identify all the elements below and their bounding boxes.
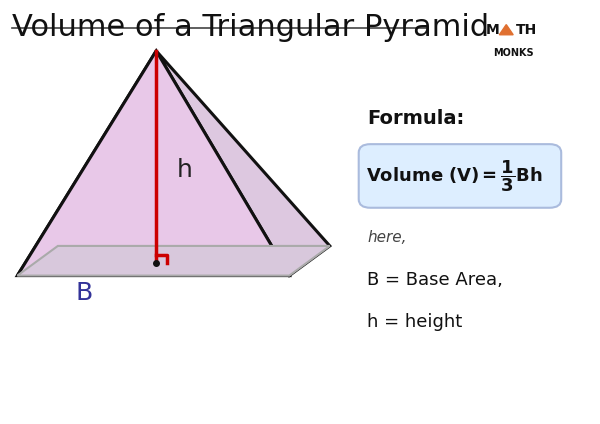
Polygon shape xyxy=(499,25,513,35)
Polygon shape xyxy=(17,51,156,276)
Text: B = Base Area,: B = Base Area, xyxy=(367,271,503,289)
Polygon shape xyxy=(17,51,289,276)
Text: Volume of a Triangular Pyramid: Volume of a Triangular Pyramid xyxy=(11,13,488,42)
Text: MONKS: MONKS xyxy=(493,48,534,58)
FancyBboxPatch shape xyxy=(359,144,561,208)
Text: $\mathbf{Volume\ (V) = \dfrac{1}{3}Bh}$: $\mathbf{Volume\ (V) = \dfrac{1}{3}Bh}$ xyxy=(366,158,542,194)
Polygon shape xyxy=(156,51,330,276)
Polygon shape xyxy=(17,246,330,276)
Text: here,: here, xyxy=(367,230,407,245)
Text: h = height: h = height xyxy=(367,313,463,331)
Text: h: h xyxy=(176,158,193,181)
Text: M: M xyxy=(486,22,500,37)
Text: B: B xyxy=(75,281,92,304)
Text: Formula:: Formula: xyxy=(367,109,464,128)
Text: TH: TH xyxy=(516,22,538,37)
